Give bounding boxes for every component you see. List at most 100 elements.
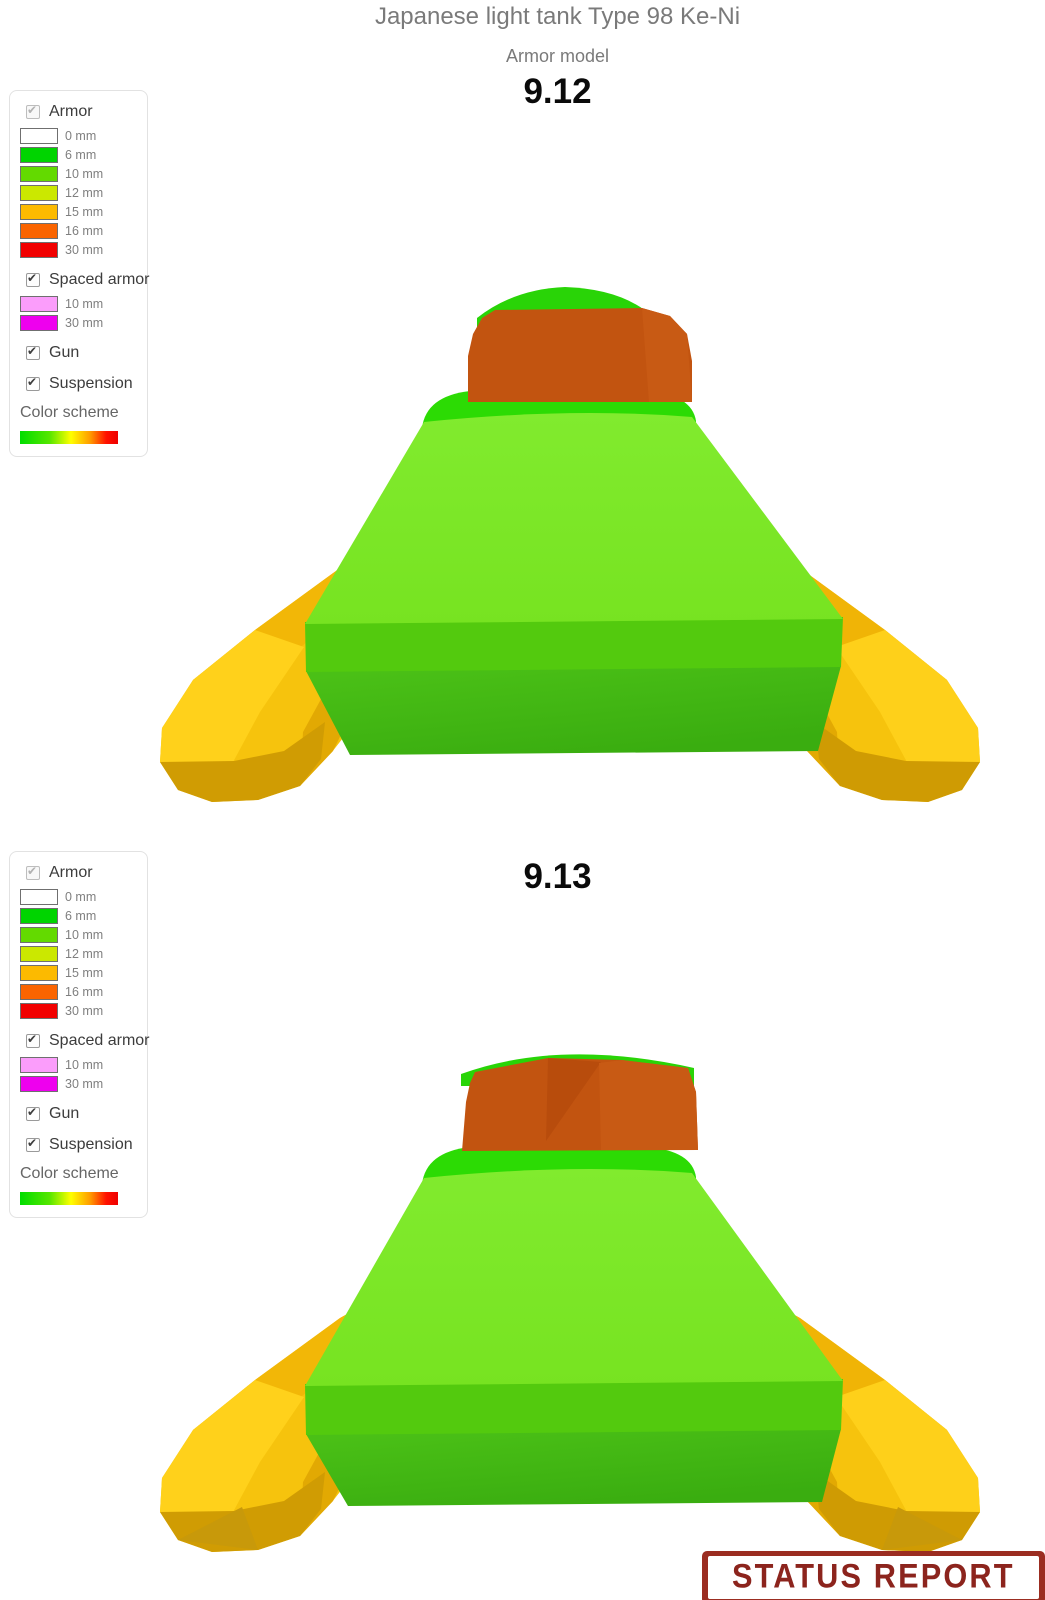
checkbox-check-icon: ✔ [27,1105,38,1119]
right-track-foot [815,722,980,802]
turret-side-facet [599,1060,698,1150]
armor-row-15mm: 15 mm [20,204,139,220]
checkbox-check-icon: ✔ [27,103,38,117]
swatch-label: 30 mm [65,243,104,257]
color-swatch [20,242,58,258]
turret-side-facet [642,308,692,402]
armor-label: Armor [49,103,93,120]
armor-row-12mm: 12 mm [20,946,139,962]
gun-toggle-row: ✔ Gun [26,344,139,362]
color-scheme-gradient [20,431,118,444]
swatch-label: 0 mm [65,129,97,143]
swatch-label: 10 mm [65,167,104,181]
color-swatch [20,908,58,924]
turret-front [468,308,692,402]
color-scheme-gradient [20,1192,118,1205]
armor-row-10mm: 10 mm [20,166,139,182]
right-track-bright-facet [836,1380,980,1514]
armor-row-30mm: 30 mm [20,242,139,258]
spaced-armor-checkbox[interactable]: ✔ [26,271,40,287]
color-swatch [20,1003,58,1019]
hull-glacis [305,413,843,624]
armor-checkbox[interactable]: ✔ [26,864,40,880]
gun-label: Gun [49,344,80,361]
swatch-label: 10 mm [65,928,104,942]
tank-3d-viewport-913[interactable] [0,1010,1045,1570]
left-track-bright-facet [160,630,304,764]
swatch-label: 30 mm [65,316,104,330]
armor-checkbox[interactable]: ✔ [26,103,40,119]
spaced-armor-label: Spaced armor [49,1032,150,1049]
swatch-label: 30 mm [65,1004,104,1018]
view-heading-912: 9.12 [523,72,592,111]
color-swatch [20,927,58,943]
suspension-checkbox[interactable]: ✔ [26,1136,40,1152]
view-heading-913: 9.13 [523,857,592,896]
armor-row-12mm: 12 mm [20,185,139,201]
color-swatch [20,1057,58,1073]
gun-toggle-row: ✔ Gun [26,1105,139,1123]
hull [305,391,843,755]
color-swatch [20,296,58,312]
hull-glacis [305,1169,843,1386]
swatch-label: 15 mm [65,966,104,980]
swatch-label: 6 mm [65,909,97,923]
checkbox-check-icon: ✔ [27,375,38,389]
color-swatch [20,984,58,1000]
swatch-label: 12 mm [65,186,104,200]
right-track-bright-facet [836,630,980,764]
status-report-watermark: STATUS REPORT [702,1551,1045,1600]
armor-row-10mm: 10 mm [20,927,139,943]
color-swatch [20,147,58,163]
swatch-label: 12 mm [65,947,104,961]
left-track-bright-facet [160,1380,304,1514]
color-swatch [20,946,58,962]
right-track-foot-crease [882,1507,962,1550]
checkbox-check-icon: ✔ [27,344,38,358]
color-scheme-label: Color scheme [20,404,119,421]
page-subtitle: Armor model [505,46,610,66]
armor-row-6mm: 6 mm [20,908,139,924]
hull-lower-band [306,666,841,755]
spaced-row-10mm: 10 mm [20,296,139,312]
color-swatch [20,128,58,144]
gun-checkbox[interactable]: ✔ [26,1105,40,1121]
swatch-label: 15 mm [65,205,104,219]
spaced-row-10mm: 10 mm [20,1057,139,1073]
color-swatch [20,223,58,239]
gun-checkbox[interactable]: ✔ [26,344,40,360]
swatch-label: 10 mm [65,297,104,311]
armor-row-16mm: 16 mm [20,223,139,239]
page-title: Japanese light tank Type 98 Ke-Ni [374,3,741,30]
suspension-label: Suspension [49,375,133,392]
left-track-foot-crease [178,1507,258,1550]
armor-row-6mm: 6 mm [20,147,139,163]
legend-panel-view2: ✔ Armor 0 mm 6 mm 10 mm 12 mm 15 mm 16 m… [9,851,150,1218]
armor-toggle-row: ✔ Armor [26,864,139,882]
armor-row-16mm: 16 mm [20,984,139,1000]
turret-center-facet [546,1058,601,1141]
status-report-frame: STATUS REPORT [708,1556,1039,1599]
spaced-armor-checkbox[interactable]: ✔ [26,1032,40,1048]
suspension-checkbox[interactable]: ✔ [26,375,40,391]
hull-mid-band [305,1379,843,1435]
armor-row-0mm: 0 mm [20,889,139,905]
color-swatch [20,204,58,220]
spaced-armor-toggle-row: ✔ Spaced armor [26,1032,150,1050]
hull [305,1147,843,1506]
color-swatch [20,315,58,331]
swatch-label: 6 mm [65,148,97,162]
left-track-foot [160,722,325,802]
turret [461,1054,698,1151]
color-swatch [20,166,58,182]
gun-label: Gun [49,1105,80,1122]
color-swatch [20,889,58,905]
armor-row-30mm: 30 mm [20,1003,139,1019]
color-swatch [20,1076,58,1092]
spaced-armor-label: Spaced armor [49,271,150,288]
swatch-label: 30 mm [65,1077,104,1091]
armor-toggle-row: ✔ Armor [26,103,139,121]
color-swatch [20,185,58,201]
swatch-label: 0 mm [65,890,97,904]
tank-3d-viewport-912[interactable] [0,260,1045,820]
